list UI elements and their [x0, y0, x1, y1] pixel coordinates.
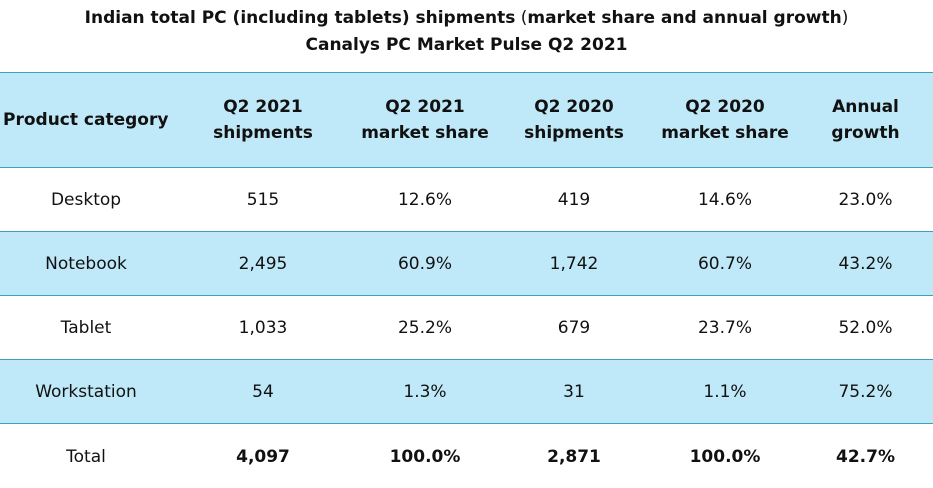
cell-category: Desktop — [0, 167, 172, 232]
cell-q2-2020-shipments: 419 — [496, 167, 652, 232]
cell-q2-2021-share: 12.6% — [354, 167, 496, 232]
title-part-b: market share and annual growth — [527, 8, 842, 28]
title-block: Indian total PC (including tablets) ship… — [0, 0, 933, 72]
cell-growth: 75.2% — [798, 359, 933, 424]
header-q2-2020-market-share: Q2 2020 market share — [652, 72, 798, 168]
title-paren-close: ) — [841, 8, 849, 28]
header-q2-2021-shipments: Q2 2021 shipments — [172, 72, 354, 168]
total-q2-2021-share: 100.0% — [389, 446, 461, 467]
total-q2-2020-shipments: 2,871 — [547, 446, 601, 467]
cell-growth: 52.0% — [798, 295, 933, 360]
cell-q2-2021-shipments: 2,495 — [172, 231, 354, 296]
title-part-a: Indian total PC (including tablets) ship… — [84, 8, 516, 28]
table-row: Tablet 1,033 25.2% 679 23.7% 52.0% — [0, 295, 933, 360]
cell-q2-2021-share: 60.9% — [354, 231, 496, 296]
cell-growth: 23.0% — [798, 167, 933, 232]
total-label: Total — [66, 446, 106, 467]
total-growth: 42.7% — [836, 446, 895, 467]
cell-q2-2020-share: 23.7% — [652, 295, 798, 360]
table-row: Desktop 515 12.6% 419 14.6% 23.0% — [0, 167, 933, 232]
table-row: Notebook 2,495 60.9% 1,742 60.7% 43.2% — [0, 231, 933, 296]
header-q2-2020-shipments: Q2 2020 shipments — [496, 72, 652, 168]
cell-category: Notebook — [0, 231, 172, 296]
header-annual-growth: Annual growth — [798, 72, 933, 168]
cell-q2-2021-shipments: 1,033 — [172, 295, 354, 360]
cell-q2-2020-share: 1.1% — [652, 359, 798, 424]
table-header-row: Product category Q2 2021 shipments Q2 20… — [0, 72, 933, 168]
header-product-category: Product category — [0, 72, 172, 168]
title-paren-open: ( — [515, 8, 528, 28]
table-row: Workstation 54 1.3% 31 1.1% 75.2% — [0, 359, 933, 424]
subtitle: Canalys PC Market Pulse Q2 2021 — [305, 35, 628, 55]
total-q2-2021-shipments: 4,097 — [236, 446, 290, 467]
cell-category: Tablet — [0, 295, 172, 360]
cell-q2-2021-share: 25.2% — [354, 295, 496, 360]
cell-q2-2021-shipments: 515 — [172, 167, 354, 232]
shipments-table: Product category Q2 2021 shipments Q2 20… — [0, 72, 933, 488]
cell-q2-2020-share: 14.6% — [652, 167, 798, 232]
title-line-2: Canalys PC Market Pulse Q2 2021 — [0, 32, 933, 59]
cell-growth: 43.2% — [798, 231, 933, 296]
table-total-row: Total 4,097 100.0% 2,871 100.0% 42.7% — [0, 424, 933, 488]
header-q2-2021-market-share: Q2 2021 market share — [354, 72, 496, 168]
cell-q2-2020-share: 60.7% — [652, 231, 798, 296]
cell-category: Workstation — [0, 359, 172, 424]
cell-q2-2020-shipments: 31 — [496, 359, 652, 424]
cell-q2-2021-shipments: 54 — [172, 359, 354, 424]
total-q2-2020-share: 100.0% — [689, 446, 761, 467]
cell-q2-2020-shipments: 1,742 — [496, 231, 652, 296]
cell-q2-2021-share: 1.3% — [354, 359, 496, 424]
title-line-1: Indian total PC (including tablets) ship… — [0, 5, 933, 32]
cell-q2-2020-shipments: 679 — [496, 295, 652, 360]
